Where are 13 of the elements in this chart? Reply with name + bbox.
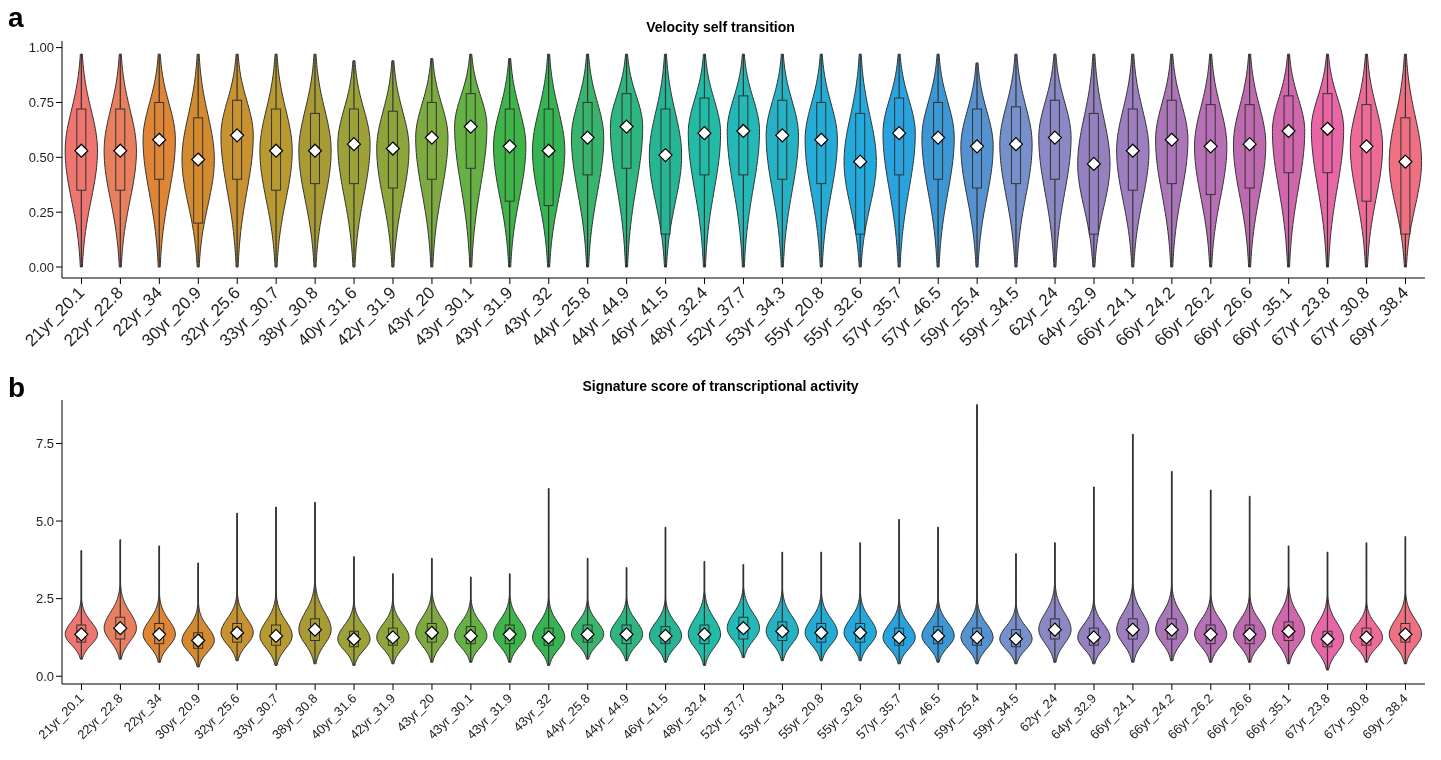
chart-title: Velocity self transition	[646, 19, 795, 35]
y-tick-label: 1.00	[28, 40, 54, 56]
y-tick-label: 7.5	[35, 436, 54, 452]
text: b	[8, 372, 26, 404]
y-tick-label: 0.75	[28, 95, 54, 111]
y-tick-label: 0.25	[28, 204, 54, 220]
chart-title: Signature score of transcriptional activity	[582, 378, 859, 394]
text: a	[8, 2, 24, 34]
y-tick-label: 5.0	[35, 513, 54, 529]
y-tick-label: 0.50	[28, 149, 54, 165]
y-tick-label: 0.0	[35, 668, 54, 684]
y-tick-label: 0.00	[28, 259, 54, 275]
y-tick-label: 2.5	[35, 591, 54, 607]
